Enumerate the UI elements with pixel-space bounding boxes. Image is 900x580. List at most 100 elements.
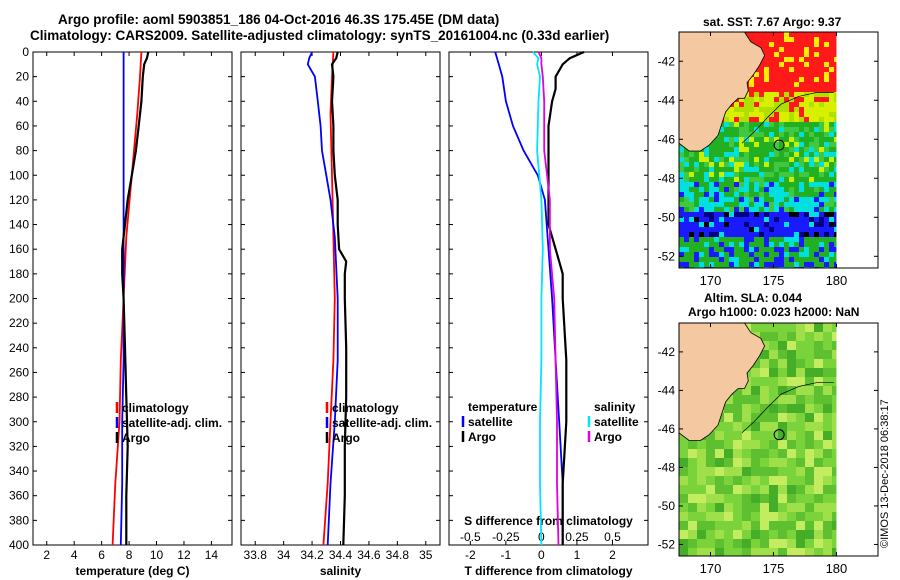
sst_map-field-cell [829,152,834,157]
sst_map-field-cell [834,112,837,117]
sst_map-field-cell [804,237,809,242]
sst_map-field-cell [744,172,749,177]
sst_map-field-cell [749,232,754,237]
sla_map-field-cell [832,359,837,368]
sst_map-field-cell [699,257,704,262]
sst_map-field-cell [809,137,814,142]
sst_map-field-cell [824,132,829,137]
sst_map-field-cell [789,67,794,72]
sst_map-field-cell [819,162,824,167]
sst_map-field-cell [834,207,837,212]
sst_map-field-cell [794,127,799,132]
sst_map-field-cell [824,252,829,257]
sla_map-field-cell [814,458,823,467]
sst_map-field-cell [789,247,794,252]
sst_map-field-cell [714,187,719,192]
sst_map-field-cell [744,117,749,122]
sst_map-field-cell [699,192,704,197]
sla_map-field-cell [724,530,733,539]
sst_map-field-cell [824,187,829,192]
sst_map-field-cell [764,222,769,227]
sst_map-field-cell [699,152,704,157]
sst_map-field-cell [829,82,834,87]
sst_map-field-cell [679,182,684,187]
sst_map-field-cell [824,32,829,37]
sst_map-field-cell [714,207,719,212]
sst_map-field-cell [764,132,769,137]
sst_map-field-cell [829,92,834,97]
sla_map-field-cell [760,404,769,413]
sst_map-field-cell [769,162,774,167]
sst_map-field-cell [819,202,824,207]
sst_map-field-cell [834,247,837,252]
sla_map-field-cell [724,467,733,476]
sst_map-field-cell [804,137,809,142]
difference-xtick-label: -1 [501,548,512,562]
sla_map-field-cell [769,395,778,404]
sst_map-field-cell [794,87,799,92]
sla_map-field-cell [832,413,837,422]
sst_map-field-cell [819,92,824,97]
sst_map-field-cell [739,252,744,257]
sst_map-field-cell [769,67,774,72]
sla_map-field-cell [679,530,688,539]
sla_map-field-cell [805,431,814,440]
sst_map-field-cell [754,72,759,77]
sst_map-field-cell [824,192,829,197]
sst_map-field-cell [829,232,834,237]
sla_map-field-cell [760,323,769,332]
sla_map-field-cell [733,476,742,485]
sla_map-field-cell [733,503,742,512]
sst_map-field-cell [814,207,819,212]
sst_map-field-cell [804,67,809,72]
sst_map-field-cell [759,157,764,162]
sst_map-field-cell [694,172,699,177]
sla_map-field-cell [751,458,760,467]
sla_map-field-cell [787,440,796,449]
sst_map-field-cell [819,192,824,197]
sst_map-field-cell [689,162,694,167]
sst_map-field-cell [834,127,837,132]
sst_map-field-cell [764,152,769,157]
sla_map-field-cell [760,521,769,530]
sla_map-field-cell [814,449,823,458]
sst_map-field-cell [819,142,824,147]
sla_map-field-cell [679,548,688,556]
sla_map-field-cell [715,449,724,458]
sla_map-field-cell [751,440,760,449]
sla_map-field-cell [769,530,778,539]
salinity-series-satellite-adj-clim- [306,51,339,546]
sst_map-field-cell [754,112,759,117]
sst_map-field-cell [679,217,684,222]
salinity-plot-frame [240,51,441,546]
sla_map-field-cell [832,341,837,350]
sst_map-field-cell [764,67,769,72]
sla_map-field-cell [751,503,760,512]
sla_map-field-cell [697,449,706,458]
sla_map-field-cell [706,431,715,440]
sst_map-field-cell [724,132,729,137]
sst_map-field-cell [779,32,784,37]
sst_map-field-cell [729,157,734,162]
sst_map-field-cell [814,252,819,257]
sst_map-field-cell [814,47,819,52]
salinity-diff-tick-label: 0.5 [604,530,621,544]
sst_map-field-cell [824,82,829,87]
difference-xtick-label: 0 [538,548,545,562]
sst_map-field-cell [809,187,814,192]
sst_map-field-cell [754,122,759,127]
sst_map-field-cell [784,192,789,197]
sst_map-field-cell [724,142,729,147]
sst_map-field-cell [809,52,814,57]
sst_map-field-cell [744,107,749,112]
sst_map-field-cell [829,257,834,262]
sst_map-field-cell [799,152,804,157]
sst_map-field-cell [799,92,804,97]
sst_map-field-cell [834,257,837,262]
sst_map-field-cell [779,72,784,77]
sst_map-field-cell [814,147,819,152]
sst_map-field-cell [764,147,769,152]
salinity-diff-tick-label: -0.25 [492,530,520,544]
sst_map-field-cell [834,182,837,187]
sst_map-field-cell [694,257,699,262]
